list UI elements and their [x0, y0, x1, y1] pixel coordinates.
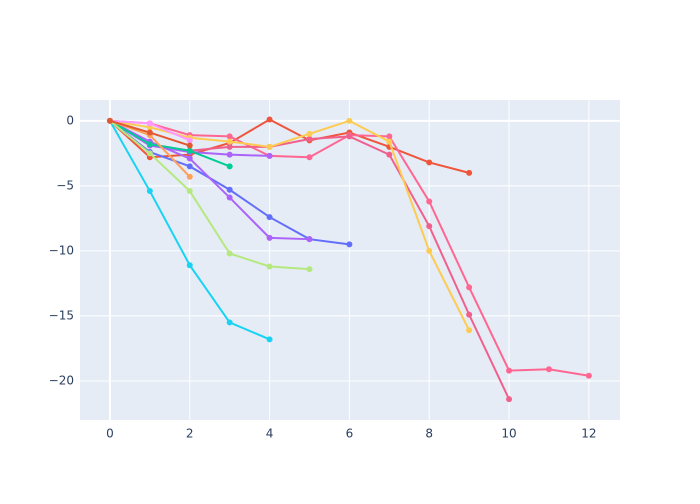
y-tick-label: −15 [49, 308, 74, 322]
point [266, 234, 273, 241]
point [506, 367, 513, 374]
point [186, 155, 193, 162]
point [426, 159, 433, 166]
point [226, 143, 233, 150]
point [226, 163, 233, 170]
point [585, 372, 592, 379]
point [386, 133, 393, 140]
point [466, 284, 473, 291]
point [466, 327, 473, 334]
point [346, 117, 353, 124]
point [266, 116, 273, 123]
x-tick-label: 4 [266, 427, 274, 441]
point [186, 262, 193, 269]
point [146, 129, 153, 136]
x-tick-label: 10 [501, 427, 516, 441]
point [266, 143, 273, 150]
point [186, 173, 193, 180]
point [266, 214, 273, 221]
series-line [109, 120, 310, 271]
point [266, 336, 273, 343]
point [226, 133, 233, 140]
point [146, 141, 153, 148]
point [146, 120, 153, 127]
y-tick-label: −5 [56, 178, 74, 192]
point [186, 147, 193, 154]
point [226, 186, 233, 193]
point [186, 188, 193, 195]
y-tick-label: −10 [49, 243, 74, 257]
series-line [109, 119, 231, 168]
point [306, 130, 313, 137]
point [266, 263, 273, 270]
y-tick-label: 0 [66, 113, 74, 127]
x-tick-label: 0 [106, 427, 114, 441]
y-tick-label: −20 [49, 373, 74, 387]
point [346, 133, 353, 140]
point [426, 223, 433, 230]
point [146, 188, 153, 195]
point [386, 151, 393, 158]
point [386, 138, 393, 145]
point [226, 319, 233, 326]
point [306, 236, 313, 243]
point [426, 198, 433, 205]
point [306, 154, 313, 161]
point [226, 250, 233, 257]
point [186, 137, 193, 144]
point [466, 169, 473, 176]
point [306, 266, 313, 273]
point [186, 142, 193, 149]
point [146, 150, 153, 157]
point [545, 366, 552, 373]
point [186, 163, 193, 170]
point [426, 247, 433, 254]
point [226, 194, 233, 201]
x-tick-label: 6 [346, 427, 354, 441]
point [226, 151, 233, 158]
point [346, 241, 353, 248]
point [306, 136, 313, 143]
x-tick-label: 2 [186, 427, 194, 441]
point [466, 311, 473, 318]
point [266, 152, 273, 159]
point [506, 396, 513, 403]
point [226, 138, 233, 145]
plot-area [80, 100, 620, 420]
x-tick-label: 8 [425, 427, 433, 441]
series-line [109, 119, 310, 241]
point [106, 117, 113, 124]
x-tick-label: 12 [581, 427, 596, 441]
